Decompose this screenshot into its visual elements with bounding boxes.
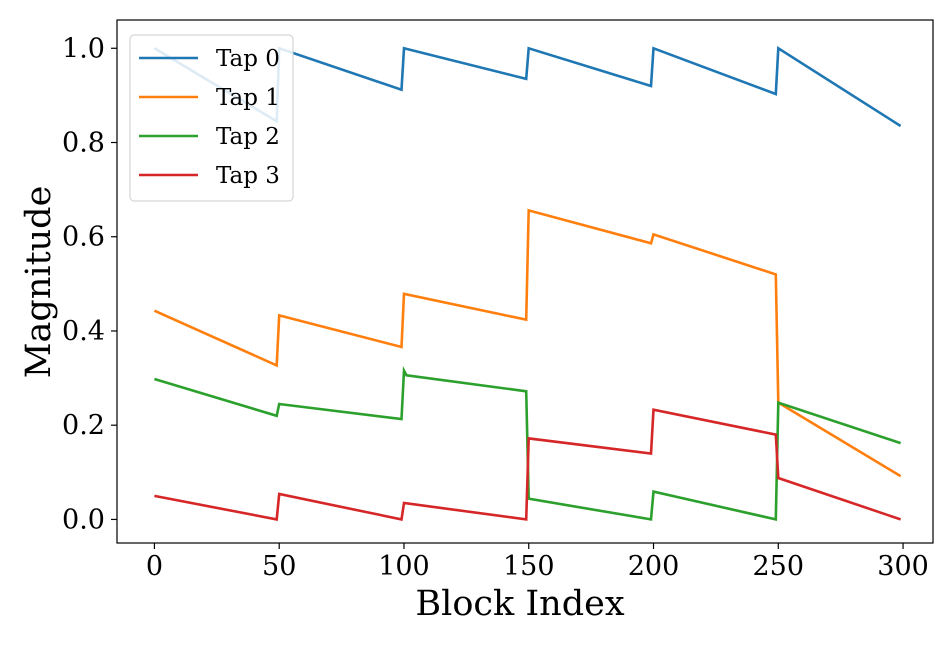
series-line-tap-3 bbox=[154, 408, 902, 521]
y-tick-label: 0.2 bbox=[62, 410, 105, 441]
series-line-tap-1 bbox=[153, 208, 902, 478]
y-tick-label: 0.4 bbox=[62, 316, 105, 347]
x-tick-label: 300 bbox=[877, 551, 929, 582]
x-tick-label: 200 bbox=[628, 551, 680, 582]
series-line-tap-2 bbox=[154, 365, 902, 522]
x-tick-label: 100 bbox=[378, 551, 430, 582]
y-tick-label: 0.6 bbox=[62, 222, 105, 253]
y-tick-label: 0.8 bbox=[62, 128, 105, 159]
legend-frame bbox=[129, 34, 294, 202]
y-tick-label: 1.0 bbox=[62, 33, 105, 64]
x-tick-label: 50 bbox=[262, 551, 296, 582]
legend-label: Tap 1 bbox=[216, 85, 280, 111]
legend-label: Tap 0 bbox=[216, 46, 280, 72]
x-tick-label: 0 bbox=[146, 551, 163, 582]
x-axis-title: Block Index bbox=[415, 584, 624, 624]
x-tick-label: 150 bbox=[503, 551, 555, 582]
legend-label: Tap 3 bbox=[216, 163, 280, 189]
x-tick-label: 250 bbox=[753, 551, 805, 582]
ticks-layer: 0 50 100 150 200 250 300 0.0 0.2 0.4 0.6 0.8 1.0 bbox=[62, 33, 929, 582]
legend: Tap 0 Tap 1 Tap 2 Tap 3 bbox=[129, 34, 294, 202]
legend-label: Tap 2 bbox=[216, 124, 280, 150]
y-axis-title: Magnitude bbox=[19, 186, 59, 379]
y-tick-label: 0.0 bbox=[62, 504, 105, 535]
plot-area-frame bbox=[116, 19, 934, 544]
